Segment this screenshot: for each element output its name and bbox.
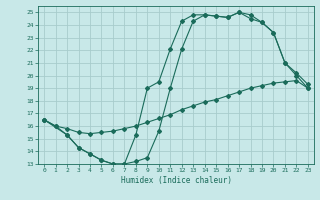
X-axis label: Humidex (Indice chaleur): Humidex (Indice chaleur) (121, 176, 231, 185)
